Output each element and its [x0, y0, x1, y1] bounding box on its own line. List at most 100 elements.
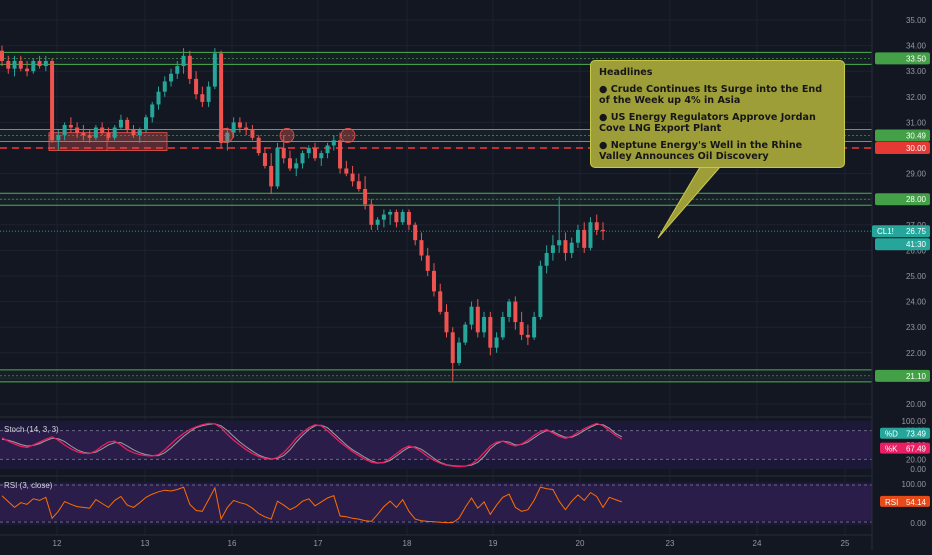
candle-body: [106, 132, 111, 138]
price-tick-label: 25.00: [906, 272, 927, 281]
candle-body: [582, 229, 587, 248]
candle-body: [118, 119, 123, 128]
candle-body: [313, 148, 318, 159]
level-price-tag: [875, 52, 930, 65]
level-price-label: 30.49: [906, 131, 927, 140]
candle-body: [87, 135, 92, 138]
candle-body: [156, 91, 161, 105]
candle-body: [594, 222, 599, 230]
x-tick-label: 16: [228, 539, 237, 548]
candle-body: [306, 148, 311, 154]
headlines-callout[interactable]: Headlines ● Crude Continues Its Surge in…: [590, 60, 845, 168]
candle-body: [43, 60, 48, 67]
callout-pointer-edge: [657, 166, 721, 239]
stoch-band: [0, 430, 872, 460]
candle-body: [438, 291, 443, 312]
candle-body: [231, 122, 236, 133]
candle-body: [469, 306, 474, 325]
candle-body: [256, 137, 261, 154]
candle-body: [225, 132, 230, 143]
countdown-label: 41:30: [906, 240, 927, 249]
candle-body: [494, 337, 499, 348]
candle-body: [450, 332, 455, 364]
candle-body: [431, 270, 436, 292]
stoch-k-value: 67.49: [906, 445, 927, 454]
rsi-label: RSI (3, close): [4, 481, 53, 490]
headline-item: ● Neptune Energy's Well in the Rhine Val…: [599, 140, 803, 162]
candle-body: [557, 240, 562, 246]
candle-body: [413, 224, 418, 241]
candle-body: [219, 53, 224, 143]
x-tick-label: 19: [489, 539, 498, 548]
x-tick-label: 12: [53, 539, 62, 548]
price-tick-label: 24.00: [906, 298, 927, 307]
level-price-label: 33.50: [906, 54, 927, 63]
candle-body: [400, 212, 405, 223]
stoch-k-name: %K: [885, 445, 898, 454]
level-price-tag: [875, 142, 930, 154]
candle-body: [419, 240, 424, 256]
candle-body: [212, 53, 217, 87]
candle-body: [369, 204, 374, 225]
stoch-tick-label: 100.00: [902, 417, 927, 426]
candle-body: [281, 148, 286, 159]
candle-body: [37, 60, 42, 67]
rsi-tick-label: 100.00: [902, 480, 927, 489]
x-tick-label: 18: [403, 539, 412, 548]
candle-body: [12, 60, 17, 69]
headline-item: ● Crude Continues Its Surge into the End…: [599, 84, 823, 106]
countdown-tag: [875, 238, 930, 251]
candle-body: [507, 301, 512, 317]
candle-body: [356, 181, 361, 189]
candle-body: [457, 342, 462, 364]
candle-body: [588, 222, 593, 248]
candle-body: [519, 322, 524, 335]
price-tick-label: 29.00: [906, 170, 927, 179]
candle-body: [475, 306, 480, 333]
candle-body: [344, 168, 349, 174]
candle-body: [488, 316, 493, 348]
candle-body: [137, 130, 142, 136]
last-price-tag: [872, 225, 930, 238]
candle-body: [444, 311, 449, 333]
candle-body: [75, 127, 80, 133]
last-price-symbol: CL1!: [877, 227, 894, 236]
candle-body: [338, 140, 343, 169]
rsi-band: [0, 484, 872, 521]
level-price-label: 30.00: [906, 144, 927, 153]
candle-body: [550, 245, 555, 253]
price-tick-label: 26.00: [906, 246, 927, 255]
candle-body: [125, 119, 130, 131]
stoch-label: Stoch (14, 3, 3): [4, 425, 59, 434]
candle-body: [175, 66, 180, 74]
stoch-k-tag: [880, 442, 930, 454]
last-price-value: 26.75: [906, 227, 927, 236]
candle-body: [68, 124, 73, 128]
stoch-d-tag: [880, 427, 930, 439]
x-tick-label: 20: [576, 539, 585, 548]
candle-body: [162, 81, 167, 92]
headline-item: ● US Energy Regulators Approve Jordan Co…: [599, 112, 816, 134]
level-price-tag: [875, 129, 930, 142]
candle-body: [575, 229, 580, 243]
price-tick-label: 23.00: [906, 323, 927, 332]
candle-body: [500, 316, 505, 338]
candle-body: [300, 153, 305, 164]
candle-body: [31, 60, 36, 72]
x-tick-label: 13: [141, 539, 150, 548]
stoch-d-name: %D: [885, 430, 898, 439]
candle-body: [112, 127, 117, 138]
x-tick-label: 23: [666, 539, 675, 548]
price-tick-label: 35.00: [906, 16, 927, 25]
candle-body: [181, 55, 186, 67]
candle-body: [169, 73, 174, 82]
touch-marker: [279, 128, 295, 143]
candle-body: [131, 130, 136, 136]
candle-body: [482, 316, 487, 333]
candle-body: [81, 132, 86, 136]
rsi-tag-name: RSI: [885, 498, 898, 507]
touch-marker: [340, 128, 356, 143]
candle-body: [93, 127, 98, 138]
rsi-line: [1, 486, 622, 524]
